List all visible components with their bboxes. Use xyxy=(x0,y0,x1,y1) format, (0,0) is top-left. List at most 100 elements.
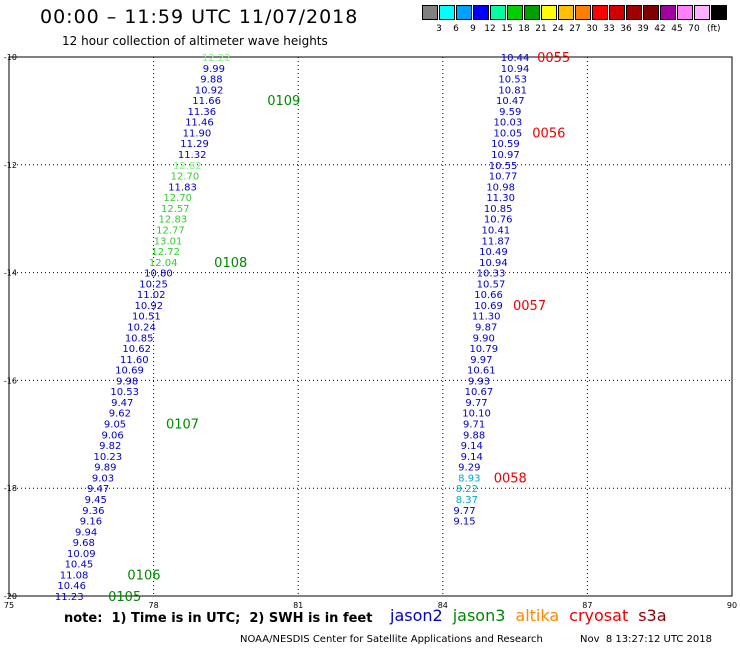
time-label: 0057 xyxy=(513,299,546,314)
colorbar-swatch xyxy=(677,5,693,20)
data-point-label: 9.88 xyxy=(200,75,222,86)
data-point-label: 11.08 xyxy=(60,570,89,581)
data-point-label: 11.29 xyxy=(180,139,209,150)
data-point-label: 11.30 xyxy=(472,312,501,323)
data-point-label: 11.02 xyxy=(137,290,166,301)
time-label: 0055 xyxy=(537,51,570,66)
data-point-label: 11.90 xyxy=(183,128,212,139)
data-point-label: 9.94 xyxy=(75,527,97,538)
data-point-label: 10.79 xyxy=(469,344,498,355)
colorbar-tick-label: 30 xyxy=(586,24,598,34)
data-point-label: 9.93 xyxy=(468,376,490,387)
colorbar-swatch xyxy=(558,5,574,20)
data-point-label: 11.83 xyxy=(168,182,197,193)
data-point-label: 10.94 xyxy=(501,64,530,75)
data-point-label: 10.69 xyxy=(115,366,144,377)
colorbar-tick-label: 45 xyxy=(671,24,683,34)
colorbar-swatch xyxy=(626,5,642,20)
data-point-label: 10.76 xyxy=(484,215,513,226)
data-point-label: 10.09 xyxy=(67,549,96,560)
data-point-label: 9.82 xyxy=(99,441,121,452)
data-point-label: 9.88 xyxy=(463,430,485,441)
data-point-label: 12.83 xyxy=(159,215,188,226)
colorbar-tick-label: 27 xyxy=(569,24,581,34)
data-point-label: 12.77 xyxy=(156,225,185,236)
y-tick-label: -10 xyxy=(4,53,17,62)
colorbar-tick-label: 36 xyxy=(620,24,632,34)
colorbar-swatch xyxy=(456,5,472,20)
data-point-label: 11.87 xyxy=(481,236,510,247)
data-point-label: 9.15 xyxy=(453,517,475,528)
data-point-label: 9.14 xyxy=(461,441,483,452)
data-point-label: 11.23 xyxy=(55,592,84,603)
colorbar-tick-label: 33 xyxy=(603,24,615,34)
colorbar-tick-label: 39 xyxy=(637,24,649,34)
colorbar-swatch xyxy=(524,5,540,20)
data-point-label: 9.77 xyxy=(453,506,475,517)
data-point-label: 10.94 xyxy=(479,258,508,269)
data-point-label: 10.53 xyxy=(498,75,527,86)
data-point-label: 10.24 xyxy=(127,323,156,334)
time-label: 0108 xyxy=(214,256,247,271)
colorbar-tick-label: 3 xyxy=(436,24,442,34)
data-point-label: 10.81 xyxy=(498,85,527,96)
x-tick-label: 90 xyxy=(727,601,737,610)
data-point-label: 12.22 xyxy=(202,53,231,64)
data-point-label: 12.04 xyxy=(149,258,178,269)
data-point-label: 10.10 xyxy=(462,409,491,420)
time-label: 0109 xyxy=(267,94,300,109)
footer-credit: NOAA/NESDIS Center for Satellite Applica… xyxy=(240,634,543,645)
data-point-label: 10.55 xyxy=(489,161,518,172)
colorbar-tick-label: 70 xyxy=(688,24,700,34)
y-tick-label: -12 xyxy=(4,161,17,170)
satellite-legend: jason2 jason3 altika cryosat s3a xyxy=(390,606,677,625)
data-point-label: 10.59 xyxy=(491,139,520,150)
colorbar-unit-label: (ft) xyxy=(707,24,721,34)
data-point-label: 10.92 xyxy=(195,85,224,96)
data-point-label: 10.51 xyxy=(132,312,161,323)
data-point-label: 10.67 xyxy=(465,387,494,398)
colorbar-swatch xyxy=(643,5,659,20)
data-point-label: 10.53 xyxy=(110,387,139,398)
data-point-label: 10.49 xyxy=(479,247,508,258)
colorbar-tick-label: 24 xyxy=(552,24,564,34)
colorbar-tick-label: 18 xyxy=(518,24,530,34)
colorbar-swatch xyxy=(575,5,591,20)
y-tick-label: -20 xyxy=(4,592,17,601)
data-point-label: 10.85 xyxy=(125,333,154,344)
x-tick-label: 75 xyxy=(4,601,14,610)
data-point-label: 9.03 xyxy=(92,473,114,484)
data-point-label: 10.57 xyxy=(477,279,506,290)
colorbar-swatch xyxy=(507,5,523,20)
data-point-label: 10.66 xyxy=(474,290,503,301)
time-label: 0106 xyxy=(127,568,160,583)
data-point-label: 9.14 xyxy=(461,452,483,463)
data-point-label: 10.46 xyxy=(57,581,86,592)
data-point-label: 9.98 xyxy=(116,376,138,387)
colorbar-tick-label: 15 xyxy=(501,24,513,34)
data-point-label: 9.62 xyxy=(109,409,131,420)
colorbar-tick-label: 12 xyxy=(484,24,496,34)
data-point-label: 11.60 xyxy=(120,355,149,366)
legend-item-altika: altika xyxy=(515,606,560,625)
data-point-label: 10.44 xyxy=(501,53,530,64)
data-point-label: 10.92 xyxy=(134,301,163,312)
data-point-label: 12.57 xyxy=(161,204,190,215)
data-point-label: 10.41 xyxy=(481,225,510,236)
y-tick-label: -16 xyxy=(4,376,17,385)
data-point-label: 9.47 xyxy=(111,398,133,409)
data-point-label: 12.70 xyxy=(163,193,192,204)
colorbar-swatch xyxy=(694,5,710,20)
page-title: 00:00 – 11:59 UTC 11/07/2018 xyxy=(40,6,359,28)
data-point-label: 11.30 xyxy=(486,193,515,204)
colorbar-tick-label: 42 xyxy=(654,24,666,34)
data-point-label: 12.70 xyxy=(171,172,200,183)
data-point-label: 11.32 xyxy=(178,150,207,161)
data-point-label: 10.80 xyxy=(144,269,173,280)
data-point-label: 11.66 xyxy=(192,96,221,107)
data-point-label: 11.46 xyxy=(185,118,214,129)
legend-item-cryosat: cryosat xyxy=(569,606,629,625)
data-point-label: 9.45 xyxy=(85,495,107,506)
data-point-label: 10.47 xyxy=(496,96,525,107)
